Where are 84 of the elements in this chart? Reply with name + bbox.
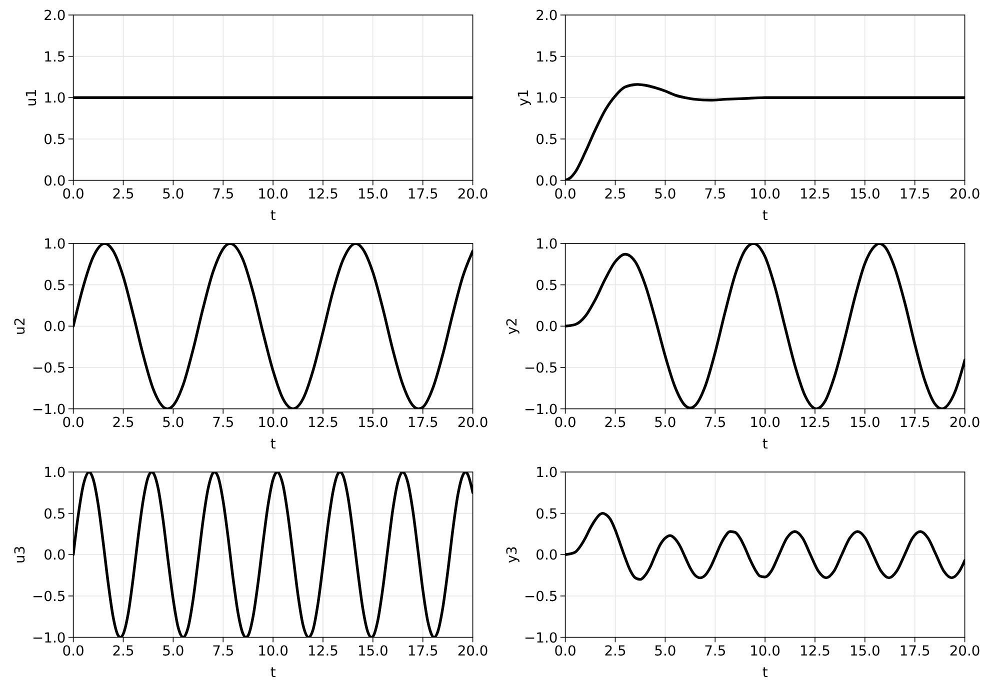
x-axis-title: t bbox=[270, 664, 276, 681]
x-axis-title: t bbox=[762, 664, 768, 681]
x-tick-label: 12.5 bbox=[308, 186, 338, 202]
y-axis-title: u1 bbox=[24, 88, 40, 106]
y-tick-label: 0.0 bbox=[536, 548, 558, 564]
y-tick-label: −0.5 bbox=[32, 588, 66, 605]
y-tick-label: 1.0 bbox=[536, 90, 558, 107]
x-tick-label: 5.0 bbox=[654, 643, 676, 660]
x-tick-label: 2.5 bbox=[604, 414, 626, 431]
y-axis-title: y3 bbox=[504, 546, 520, 564]
y-tick-label: 0.0 bbox=[44, 548, 66, 564]
y-tick-label: 1.0 bbox=[44, 465, 66, 482]
x-tick-label: 17.5 bbox=[407, 643, 438, 660]
x-tick-label: 12.5 bbox=[308, 414, 338, 431]
x-tick-label: 10.0 bbox=[258, 186, 289, 202]
x-tick-label: 17.5 bbox=[899, 414, 930, 431]
x-tick-label: 12.5 bbox=[800, 643, 830, 660]
y-tick-label: 1.0 bbox=[44, 236, 66, 253]
x-tick-label: 15.0 bbox=[357, 186, 388, 202]
y-tick-label: 0.0 bbox=[536, 319, 558, 336]
x-tick-label: 17.5 bbox=[407, 414, 438, 431]
x-tick-label: 20.0 bbox=[457, 643, 488, 660]
y-tick-label: −0.5 bbox=[524, 588, 558, 605]
y-tick-label: 0.5 bbox=[536, 278, 558, 294]
x-tick-label: 15.0 bbox=[849, 186, 880, 202]
x-tick-label: 5.0 bbox=[162, 643, 184, 660]
x-axis-title: t bbox=[762, 208, 768, 224]
y-tick-label: 0.5 bbox=[536, 132, 558, 148]
x-tick-label: 10.0 bbox=[750, 414, 781, 431]
y-tick-label: −0.5 bbox=[32, 360, 66, 376]
x-tick-label: 15.0 bbox=[849, 643, 880, 660]
x-tick-label: 2.5 bbox=[112, 643, 134, 660]
x-tick-label: 5.0 bbox=[654, 186, 676, 202]
x-tick-label: 10.0 bbox=[258, 643, 289, 660]
x-tick-label: 15.0 bbox=[357, 643, 388, 660]
y-axis-title: u2 bbox=[12, 317, 28, 335]
x-tick-label: 2.5 bbox=[112, 414, 134, 431]
x-tick-label: 7.5 bbox=[212, 186, 234, 202]
x-tick-label: 10.0 bbox=[258, 414, 289, 431]
x-tick-label: 2.5 bbox=[604, 643, 626, 660]
x-tick-label: 7.5 bbox=[212, 414, 234, 431]
x-tick-label: 2.5 bbox=[604, 186, 626, 202]
x-tick-label: 12.5 bbox=[308, 643, 338, 660]
y-tick-label: 0.5 bbox=[536, 506, 558, 522]
y-axis-title: u3 bbox=[12, 546, 28, 564]
y-tick-label: 2.0 bbox=[44, 8, 66, 24]
y-tick-label: 1.5 bbox=[536, 49, 558, 66]
x-tick-label: 5.0 bbox=[162, 186, 184, 202]
y-tick-label: 1.0 bbox=[536, 465, 558, 482]
y-tick-label: 1.5 bbox=[44, 49, 66, 66]
x-tick-label: 7.5 bbox=[212, 643, 234, 660]
y-tick-label: 0.0 bbox=[44, 319, 66, 336]
x-tick-label: 7.5 bbox=[704, 414, 726, 431]
x-tick-label: 7.5 bbox=[704, 186, 726, 202]
y-tick-label: 0.5 bbox=[44, 132, 66, 148]
x-tick-label: 5.0 bbox=[162, 414, 184, 431]
y-axis-title: y1 bbox=[516, 89, 532, 106]
x-tick-label: 15.0 bbox=[849, 414, 880, 431]
x-tick-label: 10.0 bbox=[750, 643, 781, 660]
x-tick-label: 20.0 bbox=[457, 186, 488, 202]
y-axis-title: y2 bbox=[504, 318, 520, 335]
x-tick-label: 15.0 bbox=[357, 414, 388, 431]
y-tick-label: 2.0 bbox=[536, 8, 558, 24]
x-tick-label: 17.5 bbox=[899, 643, 930, 660]
y-tick-label: −0.5 bbox=[524, 360, 558, 376]
x-tick-label: 20.0 bbox=[949, 643, 980, 660]
y-tick-label: 0.5 bbox=[44, 278, 66, 294]
x-tick-label: 5.0 bbox=[654, 414, 676, 431]
x-tick-label: 2.5 bbox=[112, 186, 134, 202]
x-tick-label: 7.5 bbox=[704, 643, 726, 660]
x-tick-label: 17.5 bbox=[899, 186, 930, 202]
y-tick-label: 0.5 bbox=[44, 506, 66, 522]
y-tick-label: 1.0 bbox=[536, 236, 558, 253]
x-tick-label: 20.0 bbox=[457, 414, 488, 431]
x-tick-label: 20.0 bbox=[949, 186, 980, 202]
x-axis-title: t bbox=[762, 436, 768, 452]
x-tick-label: 10.0 bbox=[750, 186, 781, 202]
x-tick-label: 20.0 bbox=[949, 414, 980, 431]
y-tick-label: 1.0 bbox=[44, 90, 66, 107]
x-axis-title: t bbox=[270, 208, 276, 224]
x-axis-title: t bbox=[270, 436, 276, 452]
x-tick-label: 12.5 bbox=[800, 186, 830, 202]
x-tick-label: 17.5 bbox=[407, 186, 438, 202]
x-tick-label: 12.5 bbox=[800, 414, 830, 431]
